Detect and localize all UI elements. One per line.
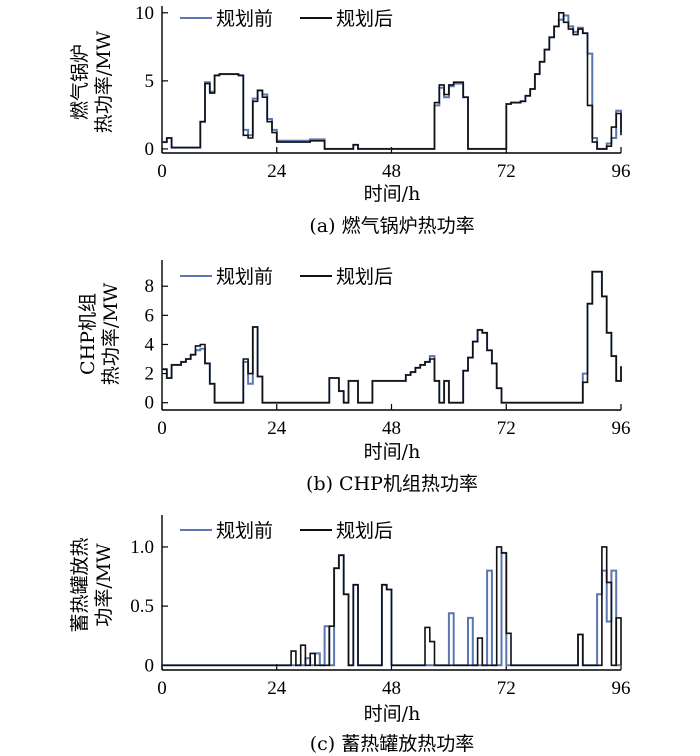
y-tick-label: 10 bbox=[135, 3, 154, 24]
panel-a-caption: (a) 燃气锅炉热功率 bbox=[309, 215, 474, 237]
legend-label-before: 规划前 bbox=[216, 266, 273, 288]
legend-label-after: 规划后 bbox=[336, 266, 393, 288]
y-tick-label: 8 bbox=[145, 276, 155, 297]
y-tick-label: 0 bbox=[145, 655, 155, 676]
x-tick-label: 24 bbox=[267, 678, 287, 699]
panel-a-legend: 规划前 规划后 bbox=[180, 8, 393, 30]
series-line-after bbox=[162, 546, 622, 667]
panel-c-xlabel: 时间/h bbox=[364, 703, 421, 725]
legend-label-before: 规划前 bbox=[216, 8, 273, 30]
legend-label-after: 规划后 bbox=[336, 8, 393, 30]
x-tick-label: 0 bbox=[157, 161, 167, 182]
legend-label-before: 规划前 bbox=[216, 520, 273, 542]
x-tick-label: 72 bbox=[497, 678, 516, 699]
panel-c-ylabel-line1: 蓄热罐放热 bbox=[69, 537, 91, 632]
panel-a-plot: 0 24 48 72 96 0 5 10 bbox=[135, 3, 631, 182]
x-tick-label: 96 bbox=[612, 161, 631, 182]
y-tick-label: 0 bbox=[145, 393, 155, 414]
legend-label-after: 规划后 bbox=[336, 520, 393, 542]
x-tick-label: 24 bbox=[267, 161, 287, 182]
y-tick-label: 0 bbox=[145, 139, 155, 160]
x-tick-label: 48 bbox=[382, 161, 401, 182]
panel-a-ylabel-line2: 热功率/MW bbox=[93, 30, 115, 133]
y-tick-label: 2 bbox=[145, 364, 155, 385]
panel-c-plot: 0 24 48 72 96 0 0.5 1.0 bbox=[130, 515, 631, 699]
x-tick-label: 0 bbox=[157, 418, 167, 439]
x-tick-label: 72 bbox=[497, 418, 516, 439]
panel-b-ylabel-line2: 热功率/MW bbox=[100, 282, 122, 385]
x-tick-label: 0 bbox=[157, 678, 167, 699]
y-tick-label: 1.0 bbox=[130, 537, 154, 558]
panel-b-caption: (b) CHP机组热功率 bbox=[306, 473, 478, 495]
panel-b-legend: 规划前 规划后 bbox=[180, 266, 393, 288]
y-tick-label: 0.5 bbox=[130, 596, 154, 617]
y-tick-label: 6 bbox=[145, 305, 155, 326]
x-tick-label: 24 bbox=[267, 418, 287, 439]
series-line-before bbox=[162, 270, 622, 404]
panel-b-ylabel-line1: CHP机组 bbox=[77, 293, 99, 375]
panel-c-caption: (c) 蓄热罐放热功率 bbox=[310, 733, 475, 755]
x-tick-label: 48 bbox=[382, 418, 401, 439]
y-tick-label: 4 bbox=[145, 334, 155, 355]
x-tick-label: 72 bbox=[497, 161, 516, 182]
x-tick-label: 48 bbox=[382, 678, 401, 699]
series-line-before bbox=[162, 14, 622, 150]
y-tick-label: 5 bbox=[145, 71, 155, 92]
panel-a-xlabel: 时间/h bbox=[364, 183, 421, 205]
panel-c: 0 24 48 72 96 0 0.5 1.0 蓄热罐放热 功率/MW 时间/h (c) 蓄热… bbox=[69, 515, 631, 755]
panel-c-ylabel-line2: 功率/MW bbox=[93, 543, 115, 627]
panel-b-xlabel: 时间/h bbox=[364, 441, 421, 463]
panel-c-legend: 规划前 规划后 bbox=[180, 520, 393, 542]
panel-a-ylabel-line1: 燃气锅炉 bbox=[69, 44, 91, 120]
series-line-after bbox=[162, 270, 622, 404]
panel-a: 0 24 48 72 96 0 5 10 燃气锅炉 热功率/MW 时间/h (a) 燃气锅炉热… bbox=[69, 3, 631, 237]
x-tick-label: 96 bbox=[612, 678, 631, 699]
series-line-after bbox=[162, 12, 622, 150]
x-tick-label: 96 bbox=[612, 418, 631, 439]
